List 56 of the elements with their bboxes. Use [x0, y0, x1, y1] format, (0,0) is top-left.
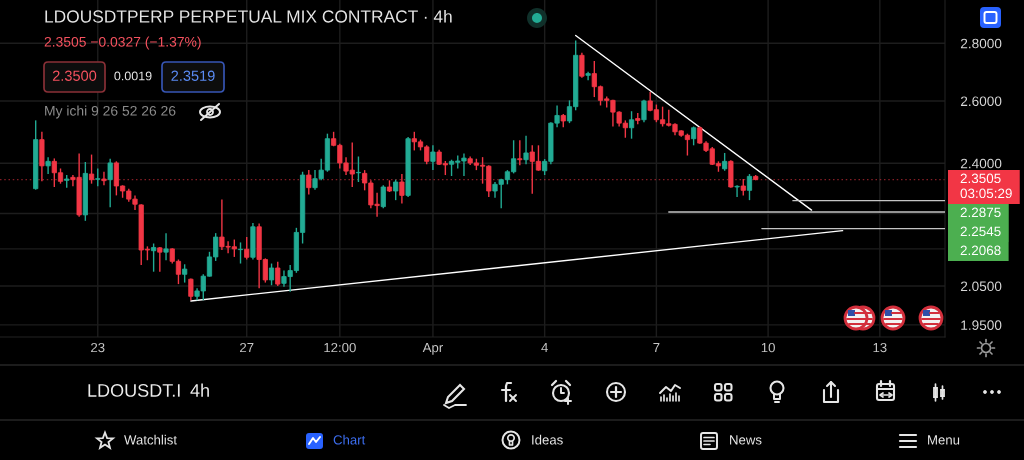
candlestick: [151, 242, 157, 273]
candlestick: [734, 184, 740, 198]
x-tick-label: 27: [240, 342, 254, 353]
candlestick: [101, 171, 107, 187]
y-tick-label: 2.8000: [960, 38, 1002, 49]
y-tick-label: 1.9500: [961, 320, 1002, 330]
candlestick: [579, 52, 585, 79]
text: LDOUSDT.I: [88, 384, 180, 397]
candlestick: [380, 184, 386, 210]
candlestick: [523, 135, 529, 165]
text: Watchlist: [124, 434, 177, 445]
y-tick-label: 2.0500: [960, 281, 1002, 292]
text: Menu: [928, 435, 960, 445]
candlestick: [188, 277, 194, 301]
y-tick-label: 2.6000: [960, 96, 1002, 107]
x-tick-label: 4: [541, 343, 548, 353]
candlestick: [237, 241, 244, 265]
candlestick: [746, 173, 753, 201]
text: 2.3505 −0.0327 (−1.37%): [44, 36, 201, 50]
text: 4h: [190, 383, 209, 397]
text: News: [730, 435, 762, 445]
candlestick: [430, 144, 436, 171]
x-tick-label: 23: [91, 342, 105, 353]
candlestick: [517, 139, 523, 166]
annotation: 0.0019: [114, 71, 152, 81]
text: Ideas: [532, 434, 563, 445]
candlestick: [107, 158, 113, 209]
candlestick: [45, 156, 51, 175]
candlestick: [355, 155, 362, 183]
candlestick: [244, 236, 250, 261]
candlestick: [268, 262, 275, 286]
x-tick-label: 7: [653, 343, 660, 353]
candlestick: [393, 178, 399, 201]
candlestick: [628, 110, 635, 140]
data-label: 2.2545: [960, 226, 1001, 237]
candlestick: [88, 153, 95, 185]
candlestick: [306, 169, 312, 196]
candlestick: [163, 232, 169, 261]
data-label: 2.2875: [960, 207, 1001, 218]
x-tick-label: 13: [873, 342, 887, 353]
candlestick: [157, 246, 163, 273]
data-label: 2.2068: [960, 245, 1001, 256]
candlestick: [182, 263, 188, 284]
annotation: 2.3500: [52, 70, 97, 81]
x-tick-label: Apr: [422, 343, 443, 355]
x-tick-label: 12:00: [324, 342, 356, 353]
x-tick-label: 10: [761, 342, 775, 353]
annotation: 2.3519: [171, 70, 215, 81]
chart-title: LDOUSDTPERP PERPETUAL MIX CONTRACT · 4h: [45, 9, 452, 23]
candlestick: [275, 260, 281, 287]
candlestick: [399, 173, 405, 205]
y-tick-label: 2.4000: [960, 158, 1002, 169]
text: 03:05:29: [960, 188, 1012, 199]
ref-line-label: 2.3505: [960, 173, 1001, 184]
text: Chart: [333, 434, 366, 445]
annotation: My ichi 9 26 52 26 26: [45, 105, 176, 119]
